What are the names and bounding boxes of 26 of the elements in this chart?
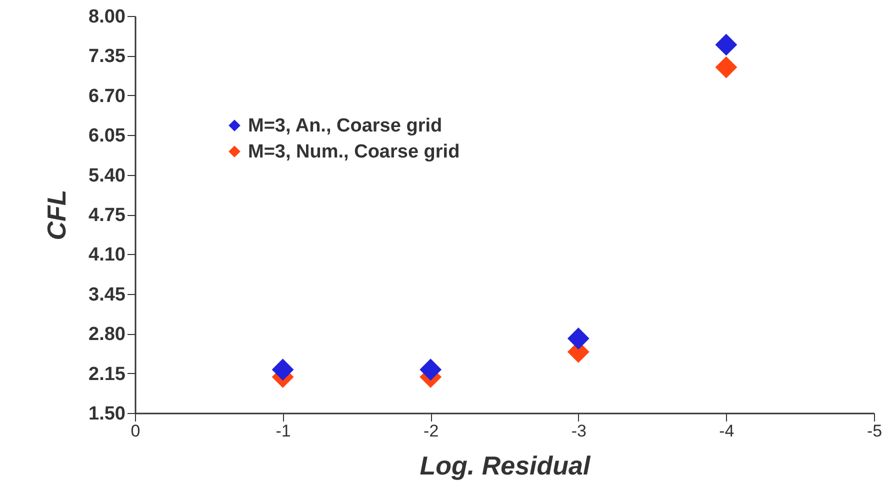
y-tick-label: 8.00 xyxy=(88,6,126,28)
y-tick-label: 2.80 xyxy=(88,324,126,346)
legend-label: M=3, Num., Coarse grid xyxy=(248,142,460,162)
y-tick-label: 1.50 xyxy=(88,404,126,424)
y-axis-title: CFL xyxy=(42,190,72,240)
y-tick-label: 2.15 xyxy=(88,364,126,385)
y-tick-label: 6.70 xyxy=(88,86,126,107)
point xyxy=(715,34,738,56)
point xyxy=(715,56,738,78)
y-tick-label: 5.40 xyxy=(88,165,126,186)
x-tick-label: -3 xyxy=(571,422,586,440)
x-tick-label: -2 xyxy=(424,422,439,440)
y-tick-label: 7.35 xyxy=(88,46,126,68)
point xyxy=(272,358,294,381)
x-tick-label: -1 xyxy=(276,422,291,440)
x-axis-title: Log. Residual xyxy=(420,450,591,480)
point xyxy=(567,328,590,350)
x-tick-label: 0 xyxy=(130,422,140,440)
y-tick-label: 4.75 xyxy=(88,205,126,226)
x-tick-label: -4 xyxy=(719,422,734,440)
legend-label: M=3, An., Coarse grid xyxy=(248,116,442,136)
y-tick-label: 6.05 xyxy=(88,126,126,147)
y-tick-label: 4.10 xyxy=(88,244,126,266)
x-tick-label: -5 xyxy=(866,422,882,440)
point xyxy=(420,358,442,381)
y-tick-label: 3.45 xyxy=(88,284,126,306)
